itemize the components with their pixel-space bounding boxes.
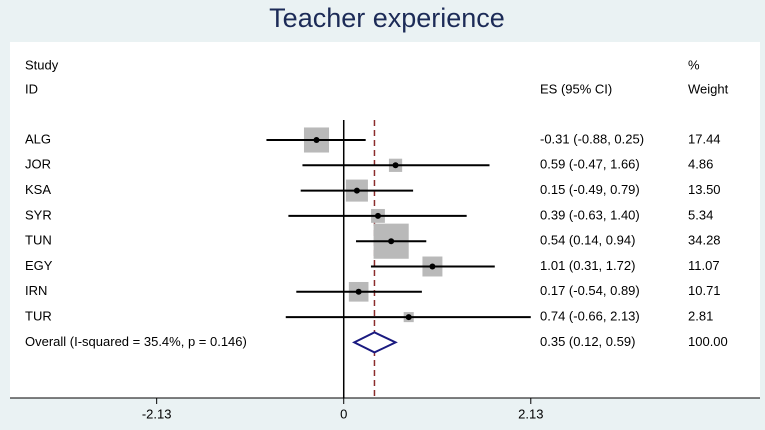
column-header: ES (95% CI) [540,81,612,96]
weight-label: 2.81 [688,309,713,324]
es-label: 0.15 (-0.49, 0.79) [540,182,640,197]
column-header: Weight [688,81,729,96]
study-label: TUR [25,309,52,324]
es-label: 0.59 (-0.47, 1.66) [540,157,640,172]
x-tick-label: -2.13 [142,406,172,421]
study-label: EGY [25,258,53,273]
point-estimate [388,238,395,245]
x-tick-label: 2.13 [518,406,543,421]
column-header: % [688,57,700,72]
chart-title: Teacher experience [269,3,505,33]
weight-label: 10.71 [688,283,721,298]
es-label: 0.74 (-0.66, 2.13) [540,309,640,324]
study-label: ALG [25,131,51,146]
column-header: Study [25,57,59,72]
study-label: IRN [25,283,47,298]
column-header: ID [25,81,38,96]
point-estimate [353,187,360,194]
es-label: 1.01 (0.31, 1.72) [540,258,635,273]
weight-label: 13.50 [688,182,721,197]
study-label: KSA [25,182,51,197]
weight-label: 11.07 [688,258,720,273]
study-label: SYR [25,207,52,222]
x-tick-label: 0 [340,406,347,421]
es-label: 0.54 (0.14, 0.94) [540,233,635,248]
point-estimate [405,314,412,321]
weight-label: 100.00 [688,334,728,349]
es-label: 0.35 (0.12, 0.59) [540,334,635,349]
weight-label: 17.44 [688,131,721,146]
point-estimate [374,212,381,219]
weight-label: 4.86 [688,157,713,172]
weight-label: 34.28 [688,233,721,248]
es-label: 0.39 (-0.63, 1.40) [540,207,640,222]
point-estimate [355,288,362,295]
point-estimate [392,162,399,169]
overall-label: Overall (I-squared = 35.4%, p = 0.146) [25,334,247,349]
study-label: JOR [25,157,51,172]
study-label: TUN [25,233,52,248]
weight-label: 5.34 [688,207,713,222]
es-label: 0.17 (-0.54, 0.89) [540,283,640,298]
point-estimate [313,137,320,143]
point-estimate [429,263,436,270]
es-label: -0.31 (-0.88, 0.25) [540,131,644,146]
overall-diamond [352,331,398,354]
